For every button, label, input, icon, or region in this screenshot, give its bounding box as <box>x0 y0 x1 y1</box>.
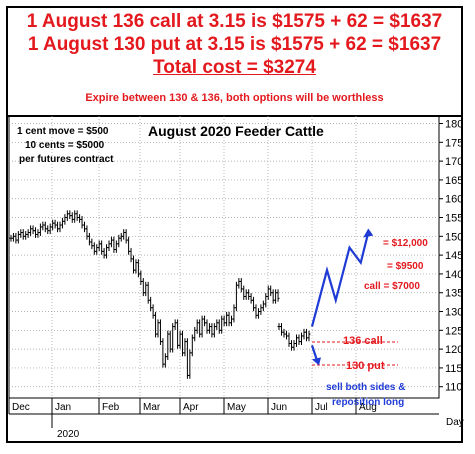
x-month-label: Apr <box>183 402 199 413</box>
y-tick-label: 150 <box>445 231 463 243</box>
y-tick-label: 155 <box>445 213 463 225</box>
y-tick-label: 135 <box>445 288 463 300</box>
contract-note-2: 10 cents = $5000 <box>25 140 105 151</box>
price-bars <box>9 210 311 379</box>
y-tick-label: 160 <box>445 194 463 206</box>
y-tick-label: 180 <box>445 119 463 131</box>
y-tick-label: 165 <box>445 175 463 187</box>
x-axis: Dec Jan Feb Mar Apr May Jun Jul Aug <box>8 398 439 428</box>
projection-down-arrowhead <box>312 357 321 366</box>
contract-note-1: 1 cent move = $500 <box>17 126 109 137</box>
year-label: 2020 <box>57 429 80 440</box>
y-tick-label: 175 <box>445 137 463 149</box>
contract-note-3: per futures contract <box>19 154 114 165</box>
y-tick-label: 110 <box>445 382 463 394</box>
x-month-label: Feb <box>102 402 120 413</box>
x-axis-label: Day <box>446 417 464 428</box>
x-month-label: Aug <box>359 402 377 413</box>
y-tick-label: 120 <box>445 344 463 356</box>
call-strike-label: 136 call <box>343 335 383 347</box>
call-cost-line: 1 August 136 call at 3.15 is $1575 + 62 … <box>26 11 443 32</box>
y-tick-label: 125 <box>445 325 463 337</box>
y-axis: 110 115 120 125 130 135 140 145 150 155 160 165 170 1… <box>439 119 463 394</box>
target-7000-label: call = $7000 <box>364 281 420 292</box>
projection-down-line <box>310 345 319 361</box>
put-cost-line: 1 August 130 put at 3.15 is $1575 + 62 =… <box>27 34 442 55</box>
expiry-note: Expire between 130 & 136, both options w… <box>85 92 384 104</box>
x-month-label: Jan <box>55 402 71 413</box>
y-tick-label: 115 <box>445 363 463 375</box>
x-month-label: May <box>227 402 246 413</box>
projection-lines <box>310 228 398 366</box>
target-12000-label: = $12,000 <box>383 238 428 249</box>
x-month-label: Jul <box>315 402 328 413</box>
total-cost-line: Total cost = $3274 <box>153 57 316 78</box>
sell-note-2: reposition long <box>332 397 404 408</box>
y-tick-label: 145 <box>445 250 463 262</box>
sell-note-1: sell both sides & <box>326 382 405 393</box>
target-9500-label: = $9500 <box>387 261 424 272</box>
y-tick-label: 170 <box>445 156 463 168</box>
y-tick-label: 140 <box>445 269 463 281</box>
chart-title: August 2020 Feeder Cattle <box>148 123 324 139</box>
x-month-label: Mar <box>143 402 161 413</box>
projection-up-line <box>310 232 370 327</box>
projection-up-arrowhead <box>363 228 374 238</box>
y-tick-label: 130 <box>445 307 463 319</box>
x-month-label: Jun <box>271 402 287 413</box>
put-strike-label: 130 put <box>346 360 385 372</box>
x-month-label: Dec <box>12 402 30 413</box>
